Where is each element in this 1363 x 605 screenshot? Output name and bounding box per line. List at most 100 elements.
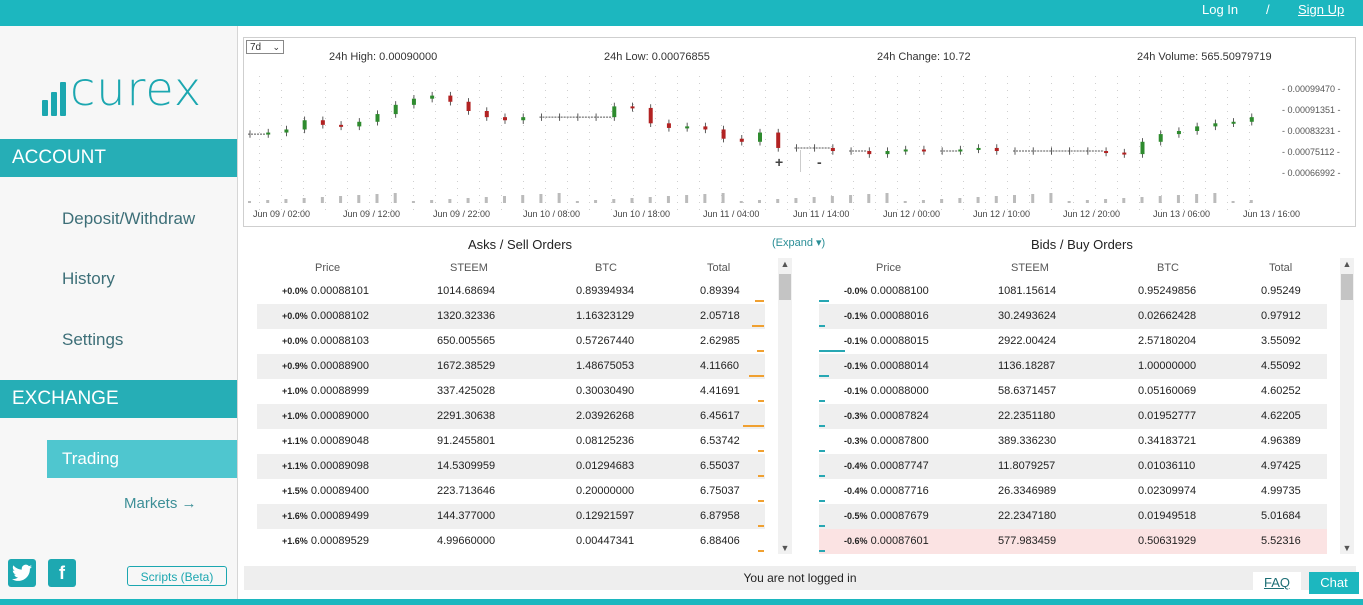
scripts-beta-button[interactable]: Scripts (Beta) <box>127 566 227 586</box>
volume-bar <box>302 198 306 203</box>
grid-dot <box>391 125 392 126</box>
faq-link[interactable]: FAQ <box>1253 572 1301 592</box>
candle-body <box>776 132 781 148</box>
grid-dot <box>963 132 964 133</box>
asks-row[interactable]: +0.0% 0.00088102 1320.32336 1.16323129 2.05… <box>257 304 765 329</box>
grid-dot <box>963 195 964 196</box>
facebook-icon[interactable]: f <box>48 559 76 587</box>
scroll-up-icon[interactable]: ▲ <box>1342 259 1352 269</box>
auth-separator: / <box>1266 2 1270 17</box>
sidebar-item-deposit-withdraw[interactable]: Deposit/Withdraw <box>62 209 196 228</box>
twitter-icon[interactable] <box>8 559 36 587</box>
asks-row[interactable]: +0.0% 0.00088103 650.005565 0.57267440 2.62… <box>257 329 765 354</box>
grid-dot <box>501 209 502 210</box>
bids-row[interactable]: -0.0% 0.00088100 1081.15614 0.95249856 0.95… <box>819 279 1327 304</box>
bids-title: Bids / Buy Orders <box>1031 237 1133 252</box>
bids-row[interactable]: -0.4% 0.00087747 11.8079257 0.01036110 4.97… <box>819 454 1327 479</box>
grid-dot <box>1073 90 1074 91</box>
grid-dot <box>787 111 788 112</box>
bids-row[interactable]: -0.1% 0.00088014 1136.18287 1.00000000 4.55… <box>819 354 1327 379</box>
candle-body <box>703 126 708 130</box>
bids-row[interactable]: -0.5% 0.00087679 22.2347180 0.01949518 5.01… <box>819 504 1327 529</box>
asks-row[interactable]: +1.6% 0.00089529 4.99660000 0.00447341 6.88… <box>257 529 765 554</box>
grid-dot <box>809 118 810 119</box>
grid-dot <box>1183 76 1184 77</box>
top-bar: Log In / Sign Up <box>0 0 1363 26</box>
bids-row[interactable]: -0.3% 0.00087800 389.336230 0.34183721 4.96… <box>819 429 1327 454</box>
asks-row[interactable]: +1.1% 0.00089048 91.2455801 0.08125236 6.53… <box>257 429 765 454</box>
sidebar-item-history[interactable]: History <box>62 269 115 288</box>
asks-row[interactable]: +0.0% 0.00088101 1014.68694 0.89394934 0.89… <box>257 279 765 304</box>
volume-bar <box>1067 201 1071 203</box>
chat-button[interactable]: Chat <box>1309 572 1359 594</box>
btc-cell: 0.08125236 <box>576 435 635 447</box>
scroll-up-icon[interactable]: ▲ <box>780 259 790 269</box>
grid-dot <box>1073 174 1074 175</box>
asks-row[interactable]: +0.9% 0.00088900 1672.38529 1.48675053 4.11… <box>257 354 765 379</box>
grid-dot <box>1227 111 1228 112</box>
grid-dot <box>765 118 766 119</box>
grid-dot <box>325 181 326 182</box>
signup-link[interactable]: Sign Up <box>1298 2 1345 17</box>
bids-row[interactable]: -0.1% 0.00088000 58.6371457 0.05160069 4.60… <box>819 379 1327 404</box>
grid-dot <box>545 104 546 105</box>
markets-link[interactable]: Markets → <box>124 495 197 512</box>
pct-change: -0.1% <box>844 311 868 321</box>
bids-row[interactable]: -0.4% 0.00087716 26.3346989 0.02309974 4.99… <box>819 479 1327 504</box>
grid-dot <box>1007 104 1008 105</box>
grid-dot <box>655 174 656 175</box>
candle-body <box>648 107 653 124</box>
grid-dot <box>457 139 458 140</box>
price-value: 0.00088999 <box>310 385 369 397</box>
grid-dot <box>303 139 304 140</box>
scroll-down-icon[interactable]: ▼ <box>780 543 790 553</box>
grid-dot <box>1095 160 1096 161</box>
grid-dot <box>523 153 524 154</box>
asks-scrollbar[interactable]: ▲ ▼ <box>778 258 792 554</box>
grid-dot <box>1205 97 1206 98</box>
scroll-down-icon[interactable]: ▼ <box>1342 543 1352 553</box>
stat-24h-low: 24h Low: 0.00076855 <box>604 51 710 63</box>
range-select[interactable]: 7d ⌄ <box>246 40 284 54</box>
grid-dot <box>1227 132 1228 133</box>
bids-row[interactable]: -0.1% 0.00088015 2922.00424 2.57180204 3.55… <box>819 329 1327 354</box>
total-cell: 4.41691 <box>700 385 740 397</box>
grid-dot <box>1161 104 1162 105</box>
asks-row[interactable]: +1.6% 0.00089499 144.377000 0.12921597 6.87… <box>257 504 765 529</box>
grid-dot <box>809 174 810 175</box>
exchange-section-header: EXCHANGE <box>0 380 237 418</box>
grid-dot <box>765 139 766 140</box>
grid-dot <box>655 209 656 210</box>
grid-dot <box>1205 146 1206 147</box>
sidebar-item-trading[interactable]: Trading <box>47 440 237 478</box>
grid-dot <box>1183 195 1184 196</box>
volume-bar <box>721 193 725 203</box>
price-value: 0.00087824 <box>870 410 929 422</box>
asks-scroll-thumb[interactable] <box>779 274 791 300</box>
bids-scrollbar[interactable]: ▲ ▼ <box>1340 258 1354 554</box>
asks-row[interactable]: +1.0% 0.00088999 337.425028 0.30030490 4.41… <box>257 379 765 404</box>
asks-row[interactable]: +1.0% 0.00089000 2291.30638 2.03926268 6.45… <box>257 404 765 429</box>
bids-row[interactable]: -0.1% 0.00088016 30.2493624 0.02662428 0.97… <box>819 304 1327 329</box>
grid-dot <box>523 167 524 168</box>
sidebar-item-settings[interactable]: Settings <box>62 330 124 349</box>
grid-dot <box>391 181 392 182</box>
grid-dot <box>1227 118 1228 119</box>
bids-scroll-thumb[interactable] <box>1341 274 1353 300</box>
expand-button[interactable]: (Expand ▾) <box>772 237 826 249</box>
pct-change: -0.4% <box>844 486 868 496</box>
bids-row[interactable]: -0.6% 0.00087601 577.983459 0.50631929 5.52… <box>819 529 1327 554</box>
grid-dot <box>1029 104 1030 105</box>
asks-row[interactable]: +1.5% 0.00089400 223.713646 0.20000000 6.75… <box>257 479 765 504</box>
grid-dot <box>523 181 524 182</box>
login-link[interactable]: Log In <box>1202 2 1239 17</box>
zoom-out-button[interactable]: - <box>817 154 822 170</box>
volume-bar <box>448 199 452 203</box>
grid-dot <box>567 90 568 91</box>
grid-dot <box>611 97 612 98</box>
asks-row[interactable]: +1.1% 0.00089098 14.5309959 0.01294683 6.55… <box>257 454 765 479</box>
candlestick-chart[interactable]: - 0.00099470 - - 0.00091351 - - 0.00083231… <box>244 66 1355 226</box>
bids-row[interactable]: -0.3% 0.00087824 22.2351180 0.01952777 4.62… <box>819 404 1327 429</box>
volume-bar <box>266 200 270 203</box>
zoom-in-button[interactable]: + <box>775 154 784 170</box>
